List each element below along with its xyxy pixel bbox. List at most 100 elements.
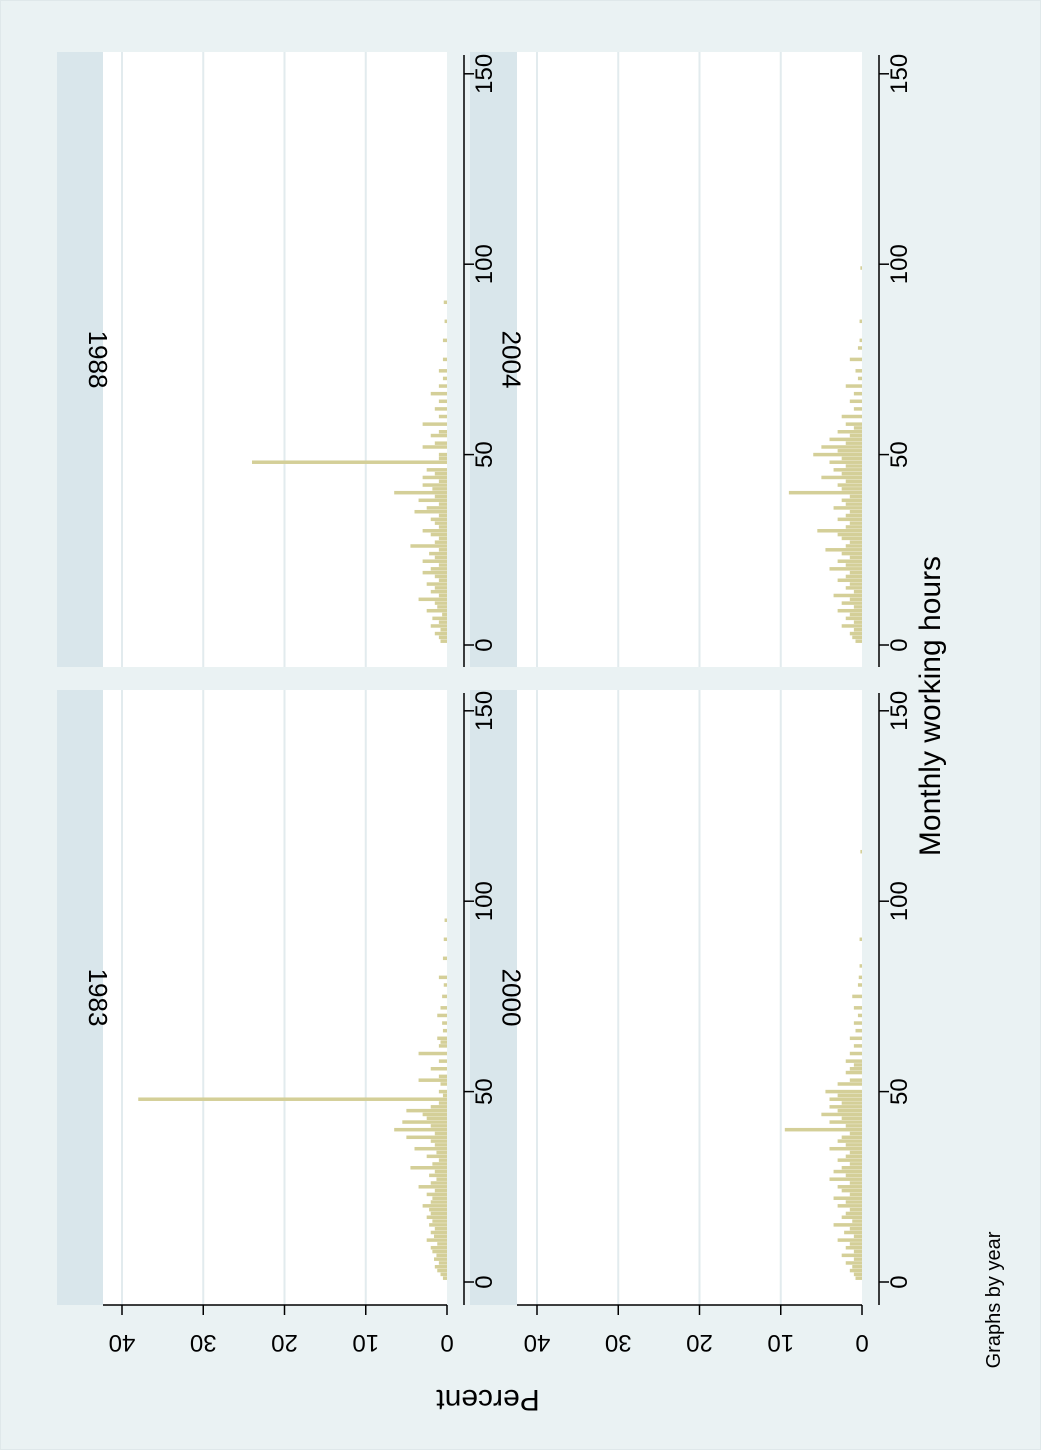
histogram-bar xyxy=(845,1124,862,1128)
histogram-bar xyxy=(821,475,862,480)
x-tick-label: 150 xyxy=(886,691,913,731)
histogram-bar xyxy=(829,567,862,571)
histogram-bar xyxy=(438,430,447,434)
y-tick-label: 40 xyxy=(524,1329,551,1356)
histogram-bar xyxy=(849,433,862,438)
histogram-bar xyxy=(858,975,862,980)
histogram-bar xyxy=(844,1230,862,1235)
histogram-bar xyxy=(837,483,862,487)
y-tick-label: 10 xyxy=(767,1329,794,1356)
histogram-bar xyxy=(813,452,862,457)
histogram-bar xyxy=(829,437,862,442)
histogram-bar xyxy=(418,1185,447,1189)
histogram-bar xyxy=(853,589,862,594)
histogram-bar xyxy=(434,407,447,411)
histogram-bar xyxy=(845,586,862,590)
histogram-bar xyxy=(849,1051,862,1056)
panel-strip xyxy=(470,690,517,1305)
histogram-bar xyxy=(434,1131,447,1136)
histogram-bar xyxy=(857,1013,862,1018)
histogram-bar xyxy=(426,1238,447,1242)
histogram-bar xyxy=(426,1192,447,1197)
histogram-bar xyxy=(438,635,447,640)
histogram-bar xyxy=(442,1021,447,1025)
x-tick-label: 150 xyxy=(471,691,498,731)
panel-strip xyxy=(470,52,517,667)
histogram-bar xyxy=(841,1215,862,1220)
histogram-bar xyxy=(852,1265,862,1269)
histogram-bar xyxy=(853,1249,862,1254)
x-tick-label: 150 xyxy=(886,54,913,94)
histogram-bar xyxy=(849,357,862,362)
histogram-bar xyxy=(841,414,862,419)
histogram-bar xyxy=(855,1028,862,1033)
histogram-bar xyxy=(853,407,862,411)
histogram-bar xyxy=(849,1242,862,1246)
x-tick-label: 50 xyxy=(886,1078,913,1105)
y-tick-label: 30 xyxy=(605,1329,632,1356)
histogram-bar xyxy=(426,582,447,586)
histogram-bar xyxy=(438,563,447,567)
histogram-bar xyxy=(853,1021,862,1025)
histogram-bar xyxy=(440,1272,447,1277)
histogram-bar xyxy=(845,563,862,567)
histogram-bar xyxy=(833,1223,862,1227)
histogram-bar xyxy=(849,399,862,404)
histogram-bar xyxy=(853,426,862,430)
histogram-bar xyxy=(436,1177,447,1181)
histogram-bar xyxy=(829,460,862,464)
plot-area xyxy=(517,52,862,667)
histogram-bar xyxy=(845,574,862,579)
x-tick-label: 100 xyxy=(886,881,913,921)
histogram-bar xyxy=(440,639,447,643)
histogram-bar xyxy=(438,452,447,457)
histogram-bar xyxy=(853,1272,862,1277)
histogram-bar xyxy=(845,1211,862,1216)
histogram-bar xyxy=(429,551,447,556)
histogram-bar xyxy=(434,494,447,499)
histogram-bar xyxy=(841,487,862,491)
histogram-bar xyxy=(434,1257,447,1261)
histogram-bar xyxy=(430,1181,447,1185)
histogram-bar xyxy=(438,578,447,583)
histogram-bar xyxy=(402,1120,447,1124)
panel-title: 2004 xyxy=(497,331,527,389)
histogram-bar xyxy=(429,1207,447,1212)
histogram-bar xyxy=(833,1169,862,1174)
histogram-bar xyxy=(438,1074,447,1079)
histogram-bar xyxy=(438,513,447,518)
histogram-bar xyxy=(845,1154,862,1159)
histogram-bar xyxy=(442,612,447,617)
histogram-bar xyxy=(855,1276,862,1280)
histogram-bar xyxy=(430,624,447,628)
histogram-bar xyxy=(837,449,862,453)
histogram-bar xyxy=(443,983,447,987)
histogram-bar xyxy=(853,620,862,624)
histogram-bar xyxy=(418,1078,447,1082)
histogram-bar xyxy=(437,1036,447,1041)
histogram-bar xyxy=(434,555,447,560)
histogram-bar xyxy=(829,1177,862,1181)
histogram-bar xyxy=(821,1112,862,1117)
histogram-bar xyxy=(430,1230,447,1235)
histogram-bar xyxy=(426,506,447,510)
panel-title: 2000 xyxy=(497,969,527,1027)
histogram-bar xyxy=(438,479,447,484)
histogram-bar xyxy=(841,1101,862,1105)
histogram-bar xyxy=(857,346,862,350)
histogram-bar xyxy=(426,1215,447,1220)
histogram-bar xyxy=(845,1245,862,1250)
histogram-bar xyxy=(430,532,447,537)
histogram-bar xyxy=(422,1112,447,1117)
histogram-bar xyxy=(436,1253,447,1258)
y-tick-label: 30 xyxy=(190,1329,217,1356)
histogram-bar xyxy=(430,589,447,594)
histogram-bar xyxy=(849,582,862,586)
histogram-bar xyxy=(430,1200,447,1204)
y-axis-title: Percent xyxy=(436,1383,540,1416)
histogram-bar xyxy=(432,1219,447,1223)
histogram-bar xyxy=(837,430,862,434)
histogram-bar xyxy=(841,471,862,476)
histogram-bar xyxy=(845,1070,862,1075)
x-tick-label: 0 xyxy=(471,638,498,651)
